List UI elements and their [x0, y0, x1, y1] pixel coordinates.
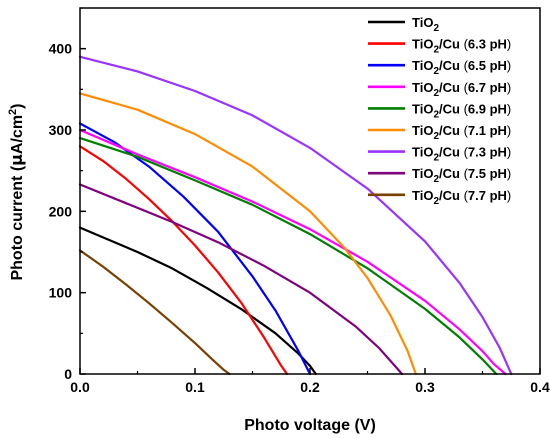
y-tick-label: 0: [64, 366, 72, 382]
y-axis-title-part: A/cm: [9, 115, 26, 154]
legend-label: TiO2/Cu (7.7 pH): [412, 188, 511, 207]
x-tick-label: 0.0: [70, 379, 90, 395]
y-tick-label: 100: [49, 285, 73, 301]
series-line-3: [78, 128, 507, 376]
legend-label: TiO2/Cu (7.3 pH): [412, 145, 511, 164]
plot-series: [78, 55, 513, 376]
x-tick-label: 0.1: [185, 379, 205, 395]
legend-label: TiO2/Cu (6.3 pH): [412, 37, 511, 56]
legend-item: TiO2/Cu (7.7 pH): [368, 188, 511, 207]
axes: 0.0 0.1 0.2 0.3 0.4 0 100 200 300 400: [49, 7, 550, 395]
x-axis-title: Photo voltage (V): [244, 417, 376, 434]
legend-item: TiO2/Cu (6.7 pH): [368, 80, 511, 99]
x-tick-label: 0.3: [415, 379, 435, 395]
series-line-8: [78, 249, 231, 376]
y-axis-title-part: Photo current (: [9, 165, 26, 280]
legend-item: TiO2: [368, 15, 439, 34]
series-line-1: [78, 145, 289, 376]
series-line-0: [78, 226, 317, 376]
y-tick-label: 200: [49, 203, 73, 219]
y-axis-title: Photo current (μA/cm2): [7, 103, 26, 280]
legend-item: TiO2/Cu (6.3 pH): [368, 37, 511, 56]
legend-label: TiO2/Cu (7.5 pH): [412, 166, 511, 185]
series-line-2: [78, 122, 312, 376]
y-axis-title-part: ): [9, 103, 26, 108]
y-tick-label: 400: [49, 41, 73, 57]
y-axis-title-mu: μ: [7, 154, 26, 166]
legend-label: TiO2/Cu (6.5 pH): [412, 58, 511, 77]
series-line-7: [78, 183, 404, 376]
legend-label: TiO2/Cu (6.9 pH): [412, 101, 511, 120]
legend: TiO2 TiO2/Cu (6.3 pH) TiO2/Cu (6.5 pH) TiO2…: [368, 15, 511, 207]
y-tick-label: 300: [49, 122, 73, 138]
series-line-6: [78, 55, 513, 376]
legend-label: TiO2: [412, 15, 439, 34]
series-line-4: [78, 137, 498, 376]
x-tick-label: 0.2: [300, 379, 320, 395]
legend-label: TiO2/Cu (6.7 pH): [412, 80, 511, 99]
legend-label: TiO2/Cu (7.1 pH): [412, 123, 511, 142]
series-line-5: [78, 92, 417, 376]
legend-item: TiO2/Cu (7.1 pH): [368, 123, 511, 142]
legend-item: TiO2/Cu (6.9 pH): [368, 101, 511, 120]
x-tick-label: 0.4: [530, 379, 550, 395]
legend-item: TiO2/Cu (7.3 pH): [368, 145, 511, 164]
y-axis-title-superscript: 2: [7, 109, 19, 115]
legend-item: TiO2/Cu (6.5 pH): [368, 58, 511, 77]
legend-item: TiO2/Cu (7.5 pH): [368, 166, 511, 185]
